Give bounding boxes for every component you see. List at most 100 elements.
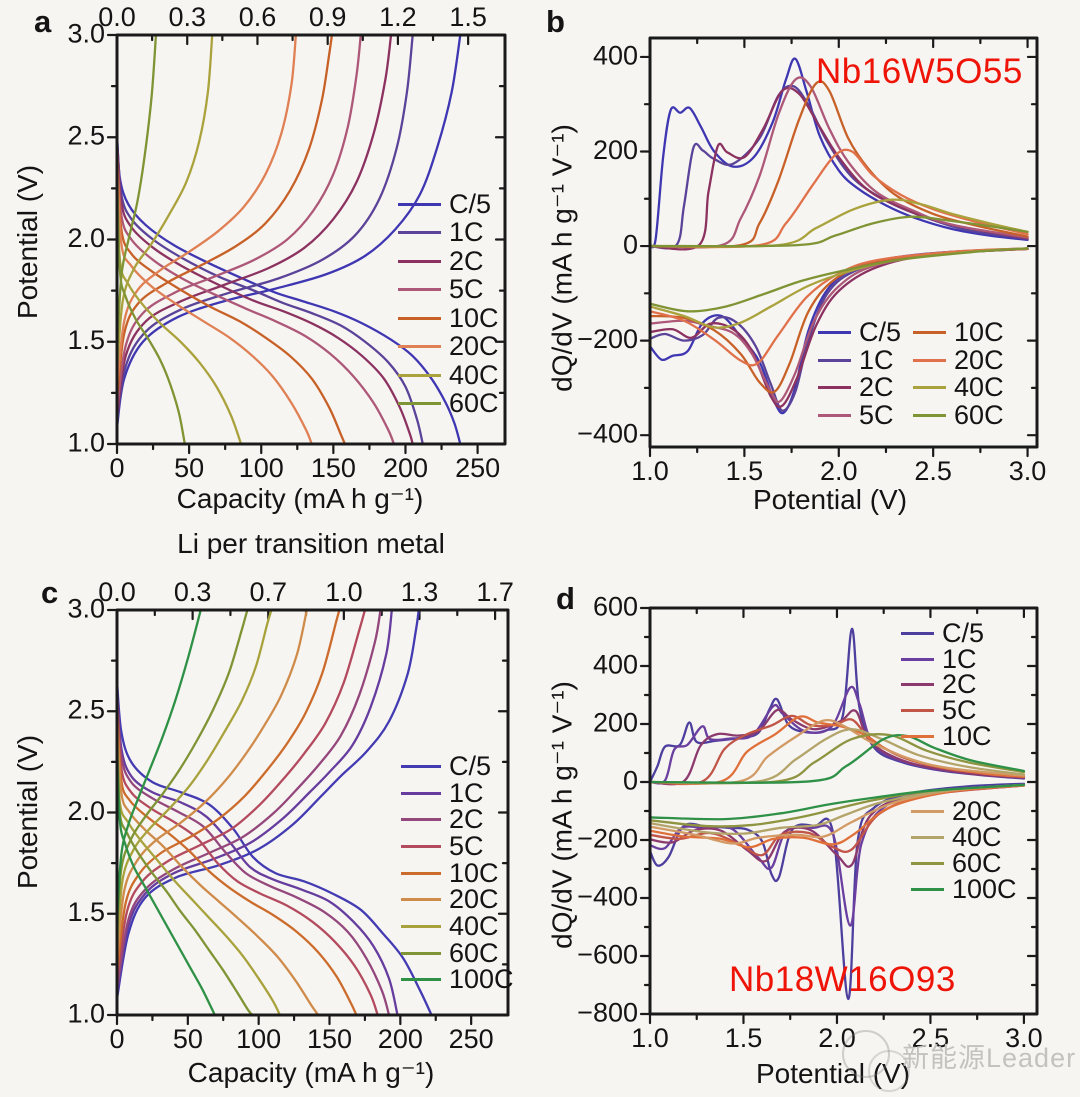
legend-item-60C: 60C	[401, 937, 514, 968]
legend-item-2C: 2C	[401, 806, 514, 833]
legend-item-5C: 5C	[401, 830, 514, 861]
legend-label: 60C	[952, 848, 1002, 878]
legend-line-swatch	[913, 413, 947, 417]
legend-label: 60C	[449, 388, 499, 419]
legend-label: C/5	[449, 750, 492, 781]
panel-a-legend: C/5 1C 2C 5C 10C 20C 40C 60C	[398, 190, 499, 418]
legend-label: 10C	[449, 857, 499, 888]
legend-item-40C: 40C	[398, 361, 499, 390]
legend-line-swatch	[401, 844, 441, 848]
legend-label: 100C	[449, 964, 514, 995]
legend-label: C/5	[449, 188, 492, 219]
legend-line-swatch	[818, 358, 851, 362]
legend-line-swatch	[401, 978, 441, 982]
legend-item-20C: 20C	[911, 796, 1017, 827]
watermark-text: 新能源Leader	[902, 1043, 1077, 1073]
legend-label: 1C	[942, 643, 977, 674]
legend-item-40C: 40C	[911, 822, 1017, 853]
legend-item-1C: 1C	[401, 777, 514, 808]
panel-b-y-axis-title: dQ/dV (mA h g⁻¹ V⁻¹)	[546, 124, 578, 392]
legend-line-swatch	[901, 632, 934, 636]
legend-item-100C: 100C	[911, 873, 1017, 904]
panel-a-y-axis-title: Potential (V)	[12, 164, 43, 320]
legend-line-swatch	[398, 402, 441, 406]
panel-letter-a: a	[34, 4, 52, 39]
legend-line-swatch	[398, 345, 441, 349]
legend-line-swatch	[401, 924, 441, 928]
legend-item-2C: 2C	[398, 247, 499, 276]
panel-a-x-axis-title: Capacity (mA h g⁻¹)	[176, 483, 424, 514]
legend-item-40C: 40C	[913, 374, 1004, 402]
legend-label: 1C	[449, 217, 484, 248]
legend-label: 5C	[859, 399, 894, 430]
panel-d-material-label: Nb18W16O93	[729, 960, 956, 999]
legend-item-100C: 100C	[401, 964, 514, 995]
legend-label: 1C	[449, 777, 484, 808]
panel-letter-b: b	[546, 4, 565, 39]
legend-item-10C: 10C	[401, 857, 514, 888]
legend-label: 5C	[449, 830, 484, 861]
legend-label: 5C	[449, 274, 484, 305]
panel-c-x-axis-title: Capacity (mA h g⁻¹)	[187, 1057, 435, 1088]
legend-item-20C: 20C	[398, 333, 499, 362]
legend-line-swatch	[901, 734, 934, 738]
panel-b-x-axis-title: Potential (V)	[752, 484, 908, 515]
legend-label: 40C	[449, 910, 499, 941]
legend-item-5C: 5C	[901, 695, 992, 726]
legend-line-swatch	[911, 861, 944, 865]
panel-c-y-axis-title: Potential (V)	[12, 734, 43, 890]
legend-line-swatch	[398, 231, 441, 235]
legend-line-swatch	[401, 818, 441, 822]
legend-label: 60C	[449, 937, 499, 968]
legend-label: 40C	[952, 822, 1002, 853]
legend-label: 10C	[449, 302, 499, 333]
legend-label: 2C	[859, 372, 894, 403]
legend-line-swatch	[398, 288, 441, 292]
watermark: 新能源Leader	[836, 1024, 1075, 1096]
legend-item-5C: 5C	[818, 399, 901, 430]
legend-item-1C: 1C	[398, 219, 499, 248]
watermark-logo-icon	[868, 1050, 910, 1092]
legend-label: C/5	[859, 317, 902, 348]
legend-line-swatch	[913, 331, 947, 335]
legend-line-swatch	[901, 657, 934, 661]
legend-item-2C: 2C	[901, 671, 992, 698]
legend-line-swatch	[913, 358, 947, 362]
legend-line-swatch	[911, 810, 944, 814]
panel-b-material-label: Nb16W5O55	[816, 52, 1023, 91]
legend-item-10C: 10C	[901, 722, 992, 749]
legend-label: 40C	[449, 359, 499, 390]
legend-item-60C: 60C	[911, 848, 1017, 878]
legend-item-C/5: C/5	[398, 190, 499, 219]
panel-letter-d: d	[556, 581, 575, 616]
legend-item-10C: 10C	[398, 304, 499, 333]
legend-line-swatch	[401, 791, 441, 795]
legend-item-20C: 20C	[401, 886, 514, 913]
panel-c-legend: C/5 1C 2C 5C 10C 20C 40C 60C 100C	[401, 750, 514, 995]
panel-d-legend-upper: C/5 1C 2C 5C 10C	[901, 618, 992, 749]
legend-line-swatch	[901, 709, 934, 713]
legend-line-swatch	[401, 898, 441, 902]
legend-label: 1C	[859, 344, 894, 375]
legend-line-swatch	[401, 871, 441, 875]
panel-b-legend: C/5 1C 2C 5C 10C 20C 40C 60C	[818, 319, 1004, 429]
legend-line-swatch	[818, 331, 851, 335]
legend-label: 20C	[952, 796, 1002, 827]
legend-line-swatch	[818, 413, 851, 417]
legend-item-C/5: C/5	[401, 750, 514, 781]
top-axis-title: Li per transition metal	[177, 528, 445, 559]
legend-line-swatch	[398, 202, 441, 206]
legend-label: 40C	[954, 372, 1004, 403]
legend-line-swatch	[911, 836, 944, 840]
legend-label: 5C	[942, 695, 977, 726]
legend-line-swatch	[398, 373, 441, 377]
legend-item-1C: 1C	[818, 344, 901, 375]
legend-label: 2C	[449, 245, 484, 276]
legend-label: C/5	[942, 618, 985, 649]
legend-line-swatch	[818, 386, 851, 390]
panel-d-y-axis-title: dQ/dV (mA h g⁻¹ V⁻¹)	[546, 681, 578, 949]
legend-line-swatch	[401, 764, 441, 768]
legend-label: 100C	[952, 873, 1017, 904]
